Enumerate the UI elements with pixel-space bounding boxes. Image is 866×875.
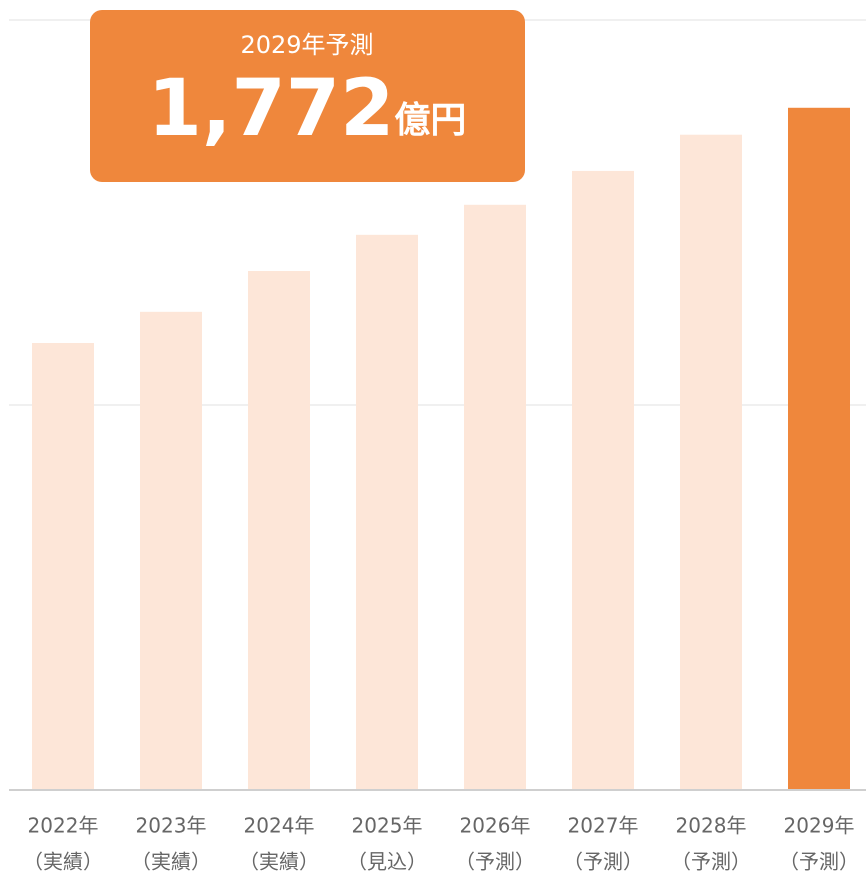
bar	[356, 234, 418, 790]
x-tick-label: （実績）	[23, 850, 103, 874]
x-tick-label: 2028年	[676, 814, 747, 838]
bar	[572, 170, 634, 791]
plot: 2022年 （実績） 2023年 （実績） 2024年 （実績） 2025年 （見込） 2026…	[9, 19, 866, 874]
x-tick-label: 2023年	[136, 814, 207, 838]
x-tick-label: 2024年	[244, 814, 315, 838]
x-tick-label: （実績）	[239, 850, 319, 874]
x-tick-label: 2026年	[460, 814, 531, 838]
bar	[248, 271, 310, 790]
x-tick-label: （予測）	[779, 850, 859, 874]
x-tick-label: 2027年	[568, 814, 639, 838]
bar	[32, 343, 94, 790]
x-tick-label: （予測）	[563, 850, 643, 874]
x-tick-label: 2029年	[784, 814, 855, 838]
bar	[140, 311, 202, 790]
callout-unit: 億円	[394, 100, 466, 141]
callout-value: 1,772億円	[148, 64, 467, 154]
bar	[680, 134, 742, 791]
bar	[464, 204, 526, 791]
callout-number: 1,772	[148, 64, 395, 154]
callout-title: 2029年予測	[240, 31, 373, 59]
x-tick-label: 2022年	[28, 814, 99, 838]
x-tick-label: 2025年	[352, 814, 423, 838]
x-tick-label: （見込）	[347, 850, 427, 874]
x-tick-label: （実績）	[131, 850, 211, 874]
callout: 2029年予測 1,772億円	[90, 10, 525, 182]
x-tick-label: （予測）	[671, 850, 751, 874]
x-tick-label: （予測）	[455, 850, 535, 874]
callout-box	[90, 10, 525, 182]
bar	[788, 107, 850, 790]
